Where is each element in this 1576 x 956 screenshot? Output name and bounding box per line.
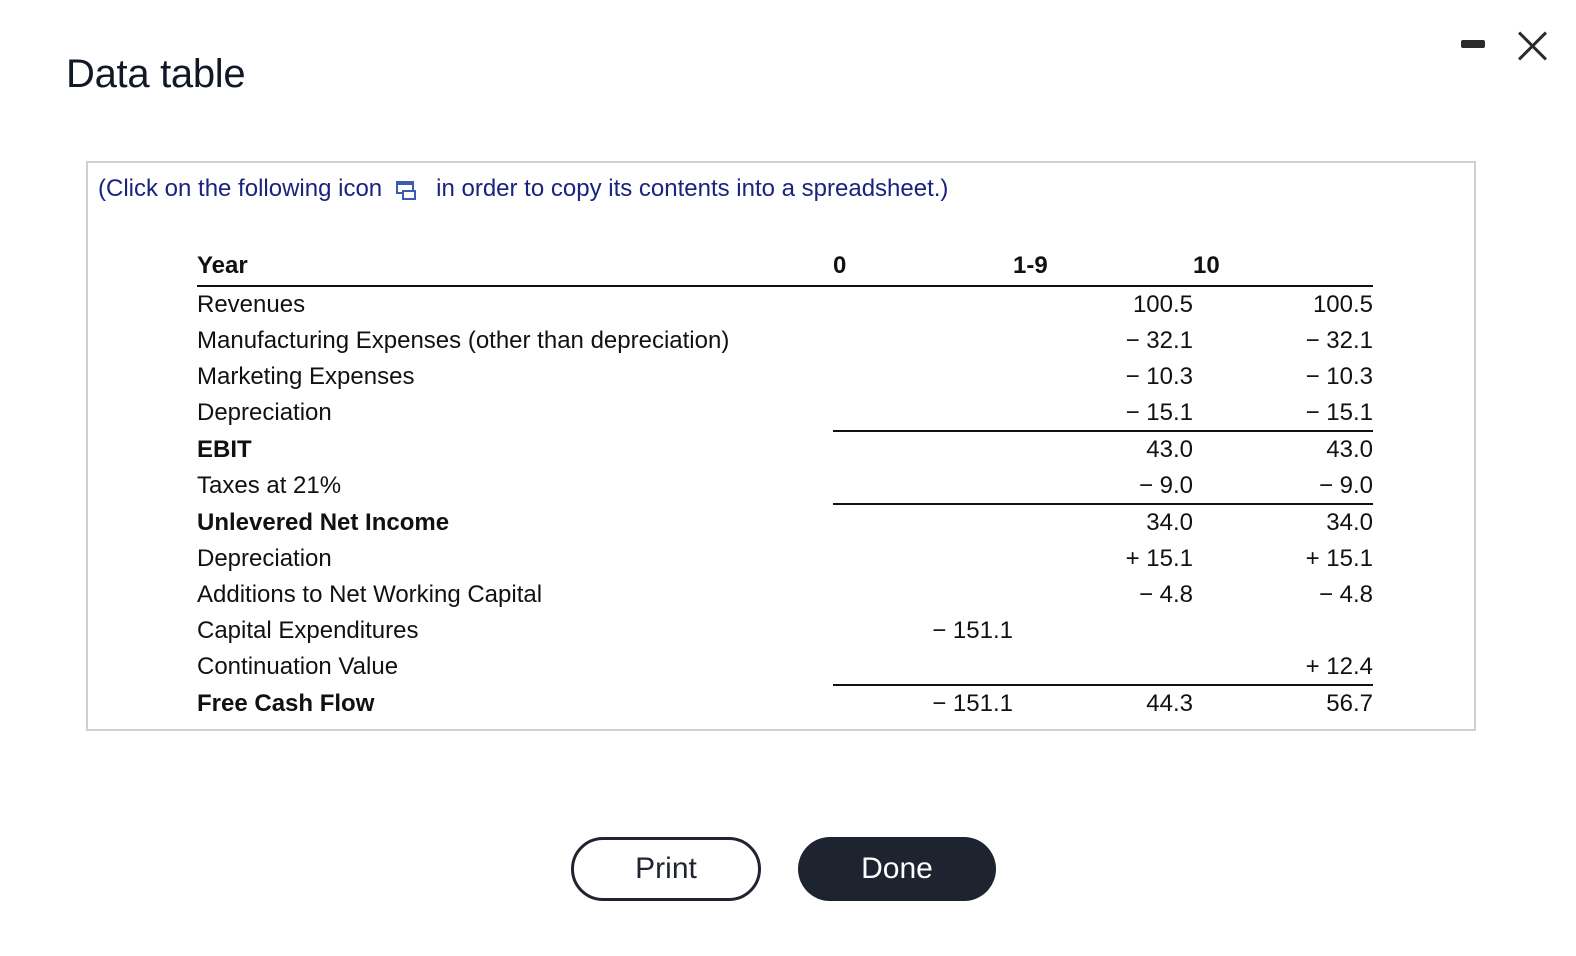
cell-year-10: + 15.1 <box>1305 545 1373 572</box>
instruction-text-after: in order to copy its contents into a spr… <box>436 175 949 202</box>
cell-year-0 <box>833 431 1013 468</box>
table-row: Capital Expenditures − 151.1 <box>197 613 1373 649</box>
copy-to-spreadsheet-icon[interactable] <box>394 177 418 201</box>
row-label: Unlevered Net Income <box>197 508 450 536</box>
cell-year-1-9: − 15.1 <box>1013 395 1193 432</box>
cell-year-10: − 15.1 <box>1193 395 1373 432</box>
cell-year-0 <box>833 359 1013 395</box>
header-year-0: 0 <box>833 247 1013 287</box>
row-label: EBIT <box>197 435 252 463</box>
table-row: Free Cash Flow − 151.1 44.3 56.7 <box>197 685 1373 722</box>
table-row: Marketing Expenses − 10.3 − 10.3 <box>197 359 1373 395</box>
cell-year-1-9 <box>1013 613 1193 649</box>
header-year: Year <box>197 247 833 287</box>
row-label: Taxes at 21% <box>197 472 342 499</box>
cell-year-10: 43.0 <box>1326 436 1373 463</box>
table-row: Depreciation + 15.1 + 15.1 <box>197 541 1373 577</box>
cell-year-1-9: − 10.3 <box>1125 363 1193 390</box>
minimize-icon[interactable] <box>1460 28 1486 60</box>
row-label: Continuation Value <box>197 653 399 680</box>
cell-year-1-9 <box>1013 649 1193 686</box>
cash-flow-table: Year 0 1-9 10 Revenues 100.5 100.5 Manuf… <box>197 247 1373 722</box>
table-row: Additions to Net Working Capital − 4.8 −… <box>197 577 1373 613</box>
row-label: Free Cash Flow <box>197 689 375 717</box>
cell-year-10: 100.5 <box>1312 291 1373 318</box>
print-button[interactable]: Print <box>571 837 761 901</box>
instruction-text-before: (Click on the following icon <box>98 175 383 202</box>
cell-year-10: + 12.4 <box>1193 649 1373 686</box>
row-label: Marketing Expenses <box>197 363 415 390</box>
close-icon[interactable] <box>1516 28 1548 60</box>
cell-year-1-9: 44.3 <box>1146 690 1193 717</box>
row-label: Additions to Net Working Capital <box>197 581 543 608</box>
cell-year-0: − 151.1 <box>932 690 1013 717</box>
cell-year-0 <box>833 286 1013 323</box>
table-row: EBIT 43.0 43.0 <box>197 431 1373 468</box>
header-year-1-9: 1-9 <box>1013 247 1193 287</box>
table-header-row: Year 0 1-9 10 <box>197 247 1373 287</box>
cell-year-1-9: + 15.1 <box>1125 545 1193 572</box>
cell-year-10: 56.7 <box>1326 690 1373 717</box>
cell-year-1-9: 43.0 <box>1146 436 1193 463</box>
cell-year-0 <box>833 649 1013 686</box>
header-year-10: 10 <box>1193 247 1373 287</box>
copy-instruction: (Click on the following icon in order to… <box>98 175 948 203</box>
cell-year-0 <box>833 541 1013 577</box>
table-row: Unlevered Net Income 34.0 34.0 <box>197 504 1373 541</box>
cell-year-0 <box>833 323 1013 359</box>
cell-year-0 <box>833 577 1013 613</box>
window-controls <box>1460 28 1548 60</box>
cell-year-10: − 10.3 <box>1305 363 1373 390</box>
row-label: Capital Expenditures <box>197 617 419 644</box>
done-button[interactable]: Done <box>798 837 996 901</box>
cell-year-0: − 151.1 <box>932 617 1013 644</box>
row-label: Depreciation <box>197 399 332 426</box>
cell-year-10: − 32.1 <box>1305 327 1373 354</box>
cell-year-0 <box>833 395 1013 432</box>
dialog-title: Data table <box>66 52 246 96</box>
cell-year-1-9: − 32.1 <box>1125 327 1193 354</box>
table-row: Continuation Value + 12.4 <box>197 649 1373 686</box>
cell-year-0 <box>833 504 1013 541</box>
cell-year-1-9: − 9.0 <box>1013 468 1193 505</box>
table-row: Depreciation − 15.1 − 15.1 <box>197 395 1373 432</box>
row-label: Manufacturing Expenses (other than depre… <box>197 327 730 354</box>
cell-year-1-9: − 4.8 <box>1138 581 1193 608</box>
row-label: Depreciation <box>197 545 332 572</box>
table-row: Taxes at 21% − 9.0 − 9.0 <box>197 468 1373 505</box>
data-table-panel: (Click on the following icon in order to… <box>86 161 1476 731</box>
table-row: Manufacturing Expenses (other than depre… <box>197 323 1373 359</box>
row-label: Revenues <box>197 291 306 318</box>
table-row: Revenues 100.5 100.5 <box>197 286 1373 323</box>
cell-year-10: − 4.8 <box>1318 581 1373 608</box>
cell-year-1-9: 34.0 <box>1146 509 1193 536</box>
cell-year-1-9: 100.5 <box>1132 291 1193 318</box>
cell-year-10 <box>1193 613 1373 649</box>
cell-year-10: − 9.0 <box>1193 468 1373 505</box>
cell-year-0 <box>833 468 1013 505</box>
cell-year-10: 34.0 <box>1326 509 1373 536</box>
